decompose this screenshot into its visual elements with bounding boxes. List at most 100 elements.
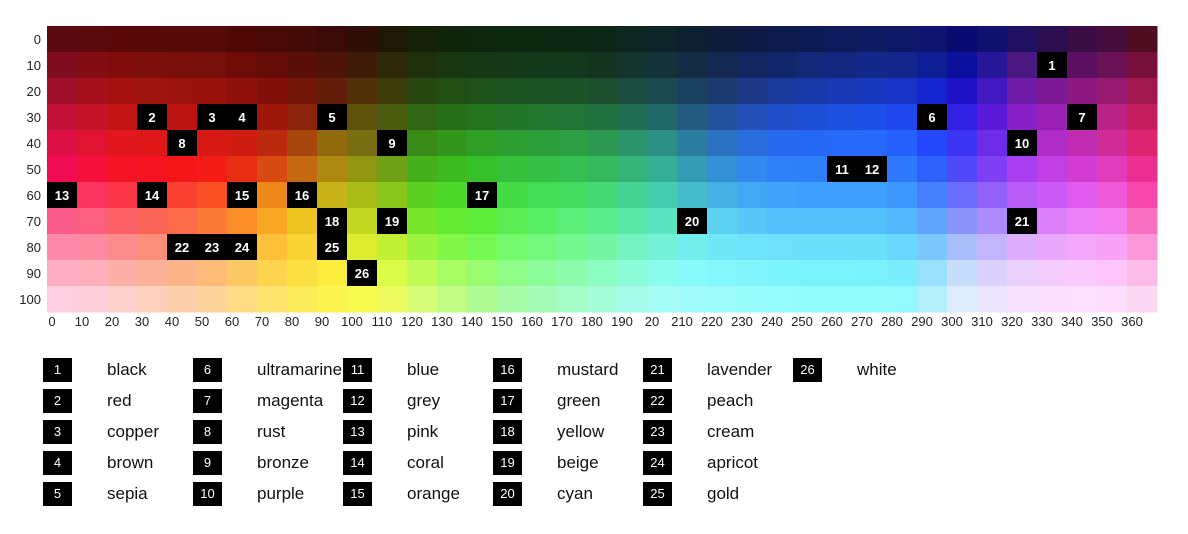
legend-number-badge: 13 <box>343 420 372 444</box>
legend-number-badge: 1 <box>43 358 72 382</box>
marker-box <box>227 234 257 260</box>
grid-cell <box>347 78 378 105</box>
grid-cell <box>1097 182 1128 209</box>
grid-cell <box>797 130 828 157</box>
marker-1: 1 <box>1037 52 1067 78</box>
grid-cell <box>227 26 258 53</box>
grid-cell <box>827 78 858 105</box>
grid-cell <box>767 78 798 105</box>
y-tick-label: 70 <box>27 214 41 229</box>
grid-cell <box>467 26 498 53</box>
grid-cell <box>587 208 618 235</box>
marker-box <box>377 130 407 156</box>
marker-5: 5 <box>317 104 347 130</box>
grid-cell <box>437 26 468 53</box>
grid-cell <box>977 260 1008 287</box>
grid-cell <box>77 26 108 53</box>
grid-cell <box>197 156 228 183</box>
grid-cell <box>1037 78 1068 105</box>
grid-cell <box>1067 156 1098 183</box>
grid-cell <box>797 26 828 53</box>
legend-color-name: sepia <box>107 484 148 503</box>
grid-cell <box>377 286 408 313</box>
grid-cell <box>1067 78 1098 105</box>
grid-cell <box>707 52 738 79</box>
grid-cell <box>1067 26 1098 53</box>
grid-cell <box>557 52 588 79</box>
legend-color-name: pink <box>407 422 439 441</box>
grid-cell <box>497 26 528 53</box>
x-tick-label: 280 <box>881 314 903 329</box>
grid-cell <box>77 52 108 79</box>
grid-cell <box>737 26 768 53</box>
grid-cell <box>317 286 348 313</box>
marker-box <box>137 182 167 208</box>
legend-color-name: grey <box>407 391 441 410</box>
grid-cell <box>47 26 78 53</box>
grid-cell <box>737 260 768 287</box>
grid-cell <box>497 260 528 287</box>
grid-cell <box>107 286 138 313</box>
grid-cell <box>107 156 138 183</box>
grid-cell <box>797 104 828 131</box>
grid-cell <box>617 26 648 53</box>
grid-cell <box>407 52 438 79</box>
grid-cell <box>917 130 948 157</box>
grid-cell <box>587 104 618 131</box>
grid-cell <box>47 104 78 131</box>
grid-cell <box>347 286 378 313</box>
grid-cell <box>107 182 138 209</box>
marker-box <box>917 104 947 130</box>
marker-label: 25 <box>325 240 339 255</box>
grid-cell <box>137 234 168 261</box>
grid-cell <box>1127 156 1158 183</box>
grid-cell <box>107 104 138 131</box>
grid-cell <box>47 260 78 287</box>
grid-cell <box>287 208 318 235</box>
x-tick-label: 210 <box>671 314 693 329</box>
grid-cell <box>347 208 378 235</box>
legend-color-name: magenta <box>257 391 324 410</box>
grid-cell <box>167 104 198 131</box>
grid-cell <box>557 26 588 53</box>
grid-cell <box>287 130 318 157</box>
x-tick-label: 220 <box>701 314 723 329</box>
grid-cell <box>797 52 828 79</box>
grid-cell <box>1127 78 1158 105</box>
marker-label: 21 <box>1015 214 1029 229</box>
grid-cell <box>677 260 708 287</box>
legend-color-name: green <box>557 391 601 410</box>
grid-cell <box>1067 130 1098 157</box>
grid-cell <box>497 78 528 105</box>
grid-cell <box>1037 182 1068 209</box>
grid-cell <box>197 26 228 53</box>
grid-cell <box>767 130 798 157</box>
x-tick-label: 310 <box>971 314 993 329</box>
grid-cell <box>107 78 138 105</box>
grid-cell <box>707 286 738 313</box>
x-tick-label: 40 <box>165 314 179 329</box>
grid-cell <box>167 208 198 235</box>
grid-cell <box>1127 182 1158 209</box>
grid-cell <box>947 104 978 131</box>
grid-cell <box>1007 234 1038 261</box>
grid-cell <box>767 52 798 79</box>
legend-number-badge: 10 <box>193 482 222 506</box>
grid-cell <box>677 156 708 183</box>
legend-number-badge: 3 <box>43 420 72 444</box>
grid-cell <box>917 208 948 235</box>
y-tick-label: 80 <box>27 240 41 255</box>
x-tick-label: 90 <box>315 314 329 329</box>
grid-cell <box>557 182 588 209</box>
grid-cell <box>737 156 768 183</box>
grid-cell <box>917 156 948 183</box>
marker-25: 25 <box>317 234 347 260</box>
grid-cell <box>917 52 948 79</box>
grid-cell <box>287 234 318 261</box>
grid-cell <box>767 104 798 131</box>
legend-color-name: purple <box>257 484 305 503</box>
y-tick-label: 30 <box>27 110 41 125</box>
grid-cell <box>377 104 408 131</box>
legend-number-badge: 7 <box>193 389 222 413</box>
